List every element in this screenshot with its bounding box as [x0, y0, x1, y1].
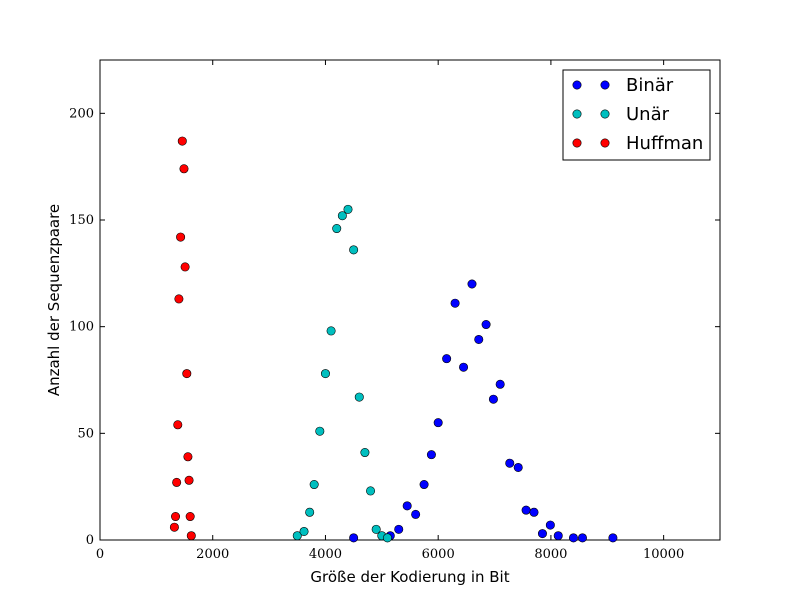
tick-labels: 0 2000 4000 6000 8000 10000 0 50 100 150 200	[69, 106, 684, 562]
x-tick-label: 8000	[534, 547, 567, 562]
legend-marker	[572, 80, 582, 90]
legend-marker	[600, 138, 610, 148]
data-point	[349, 245, 359, 255]
data-point	[529, 507, 539, 517]
data-point	[371, 524, 381, 534]
data-point	[513, 462, 523, 472]
data-point	[176, 232, 186, 242]
data-point	[505, 458, 515, 468]
x-axis-label: Größe der Kodierung in Bit	[310, 568, 509, 586]
legend-marker	[572, 138, 582, 148]
legend-marker	[600, 80, 610, 90]
legend-box	[562, 69, 711, 161]
y-tick-label: 150	[69, 213, 94, 228]
x-tick-label: 10000	[643, 547, 684, 562]
data-point	[419, 480, 429, 490]
data-point	[402, 501, 412, 511]
data-point	[173, 420, 183, 430]
data-point	[183, 452, 193, 462]
x-tick-label: 0	[96, 547, 104, 562]
legend-label: Huffman	[626, 133, 703, 154]
legend-entry: Unär	[572, 104, 670, 125]
data-point	[450, 298, 460, 308]
series-binär	[349, 279, 618, 543]
y-tick-label: 200	[69, 106, 94, 121]
data-point	[426, 450, 436, 460]
data-point	[343, 204, 353, 214]
data-point	[185, 512, 195, 522]
data-point	[171, 512, 181, 522]
x-tick-label: 2000	[196, 547, 229, 562]
legend: Binär Unär Huffman	[562, 69, 711, 161]
data-point	[326, 326, 336, 336]
legend-marker	[572, 109, 582, 119]
y-tick-label: 100	[69, 320, 94, 335]
data-point	[315, 426, 325, 436]
data-point	[382, 533, 392, 543]
y-tick-label: 0	[86, 533, 94, 548]
data-point	[433, 418, 443, 428]
data-point	[545, 520, 555, 530]
data-point	[537, 529, 547, 539]
data-point	[179, 164, 189, 174]
data-point	[184, 475, 194, 485]
data-point	[180, 262, 190, 272]
data-point	[521, 505, 531, 515]
data-point	[349, 533, 359, 543]
data-point	[292, 531, 302, 541]
axis-ticks	[99, 60, 720, 541]
data-point	[411, 509, 421, 519]
data-point	[174, 294, 184, 304]
data-point	[305, 507, 315, 517]
series-huffman	[169, 136, 196, 541]
y-tick-label: 50	[77, 426, 94, 441]
data-point	[169, 522, 179, 532]
data-point	[481, 320, 491, 330]
data-point	[394, 524, 404, 534]
data-point	[360, 448, 370, 458]
x-tick-label: 6000	[422, 547, 455, 562]
data-point	[337, 211, 347, 221]
x-tick-label: 4000	[309, 547, 342, 562]
data-point	[474, 334, 484, 344]
data-point	[495, 379, 505, 389]
legend-label: Binär	[626, 75, 674, 96]
data-point	[442, 354, 452, 364]
data-point	[553, 531, 563, 541]
series-unär	[292, 204, 392, 543]
legend-marker	[600, 109, 610, 119]
y-axis-label: Anzahl der Sequenzpaare	[45, 204, 63, 396]
data-point	[177, 136, 187, 146]
data-point	[172, 477, 182, 487]
legend-entry: Binär	[572, 75, 674, 96]
data-points	[169, 136, 618, 543]
legend-entry: Huffman	[572, 133, 703, 154]
data-point	[354, 392, 364, 402]
data-point	[467, 279, 477, 289]
data-point	[366, 486, 376, 496]
data-point	[182, 369, 192, 379]
data-point	[568, 533, 578, 543]
data-point	[299, 526, 309, 536]
data-point	[608, 533, 618, 543]
data-point	[577, 533, 587, 543]
data-point	[332, 224, 342, 234]
data-point	[309, 480, 319, 490]
data-point	[320, 369, 330, 379]
data-point	[488, 394, 498, 404]
legend-label: Unär	[626, 104, 670, 125]
data-point	[186, 531, 196, 541]
data-point	[459, 362, 469, 372]
